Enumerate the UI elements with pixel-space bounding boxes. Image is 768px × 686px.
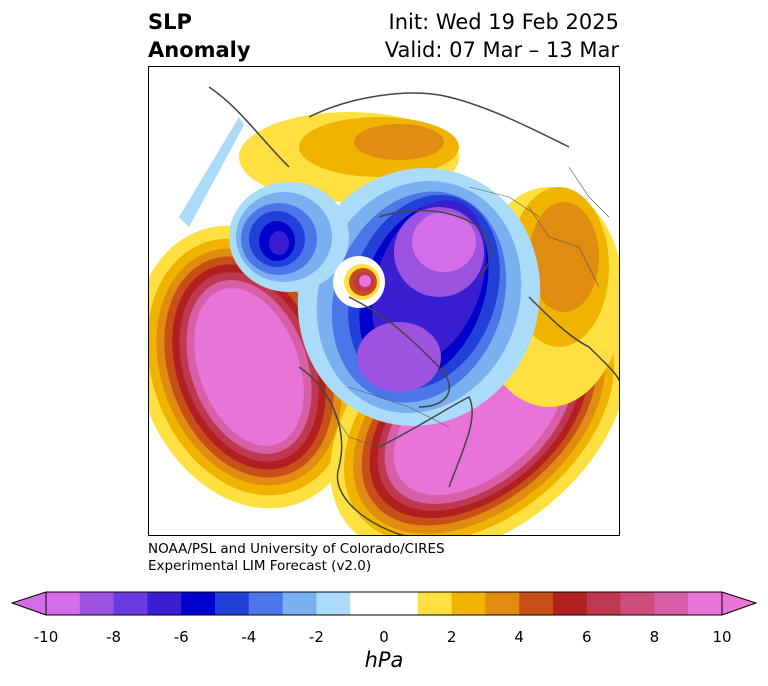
coastlines (208, 86, 619, 535)
slp-anomaly-map (149, 67, 619, 535)
arctic-low-anomaly (297, 168, 541, 426)
colorbar-tick-label: -8 (106, 628, 122, 646)
pacific-high-anomaly (149, 225, 364, 509)
map-title: SLP Anomaly (148, 8, 251, 64)
colorbar-tick-label: 10 (712, 628, 732, 646)
credit-line-1: NOAA/PSL and University of Colorado/CIRE… (148, 541, 445, 557)
colorbar-cell (620, 592, 655, 615)
colorbar-tick-label: 0 (379, 628, 389, 646)
title-line-1: SLP (148, 10, 192, 34)
init-date: Init: Wed 19 Feb 2025 (388, 10, 619, 34)
colorbar-cell (46, 592, 81, 615)
colorbar-tick-label: -2 (308, 628, 324, 646)
colorbar-cell (113, 592, 148, 615)
colorbar-tick-label: 2 (446, 628, 457, 646)
colorbar-unit: hPa (364, 648, 404, 672)
colorbar-tick-label: -10 (33, 628, 59, 646)
credit-text: NOAA/PSL and University of Colorado/CIRE… (148, 541, 445, 575)
credit-line-2: Experimental LIM Forecast (v2.0) (148, 558, 372, 574)
colorbar-cell (384, 592, 419, 615)
colorbar-cell (451, 592, 486, 615)
colorbar-cell (350, 592, 385, 615)
map-panel (148, 66, 620, 536)
colorbar-outline (45, 591, 723, 616)
colorbar-tick-label: -6 (173, 628, 189, 646)
colorbar-tick-label: -4 (241, 628, 257, 646)
colorbar-over-arrow (722, 592, 756, 615)
colorbar-cell (654, 592, 689, 615)
small-high-anomaly (333, 256, 385, 308)
colorbar-cell (248, 592, 284, 615)
forecast-dates: Init: Wed 19 Feb 2025 Valid: 07 Mar – 13… (385, 8, 619, 64)
colorbar (10, 591, 758, 616)
colorbar-ticks: -10 -8 -6 -4 -2 0 2 4 6 8 10 (0, 628, 768, 648)
colorbar-tick-label: 8 (649, 628, 660, 646)
colorbar-tick-label: 4 (514, 628, 524, 646)
colorbar-cell (282, 592, 317, 615)
title-line-2: Anomaly (148, 38, 251, 62)
valid-date: Valid: 07 Mar – 13 Mar (384, 38, 619, 62)
colorbar-cell (147, 592, 182, 615)
colorbar-cell (316, 592, 351, 615)
colorbar-cell (586, 592, 622, 615)
colorbar-tick-label: 6 (582, 628, 592, 646)
colorbar-cell (688, 592, 723, 615)
colorbar-cell (417, 592, 453, 615)
colorbar-cell (215, 592, 250, 615)
borders (328, 166, 610, 448)
colorbar-cell (79, 592, 115, 615)
colorbar-cell (181, 592, 216, 615)
colorbar-cell (553, 592, 588, 615)
bering-low-anomaly (179, 117, 349, 292)
colorbar-cell (519, 592, 554, 615)
colorbar-under-arrow (12, 592, 46, 615)
colorbar-cell (485, 592, 520, 615)
